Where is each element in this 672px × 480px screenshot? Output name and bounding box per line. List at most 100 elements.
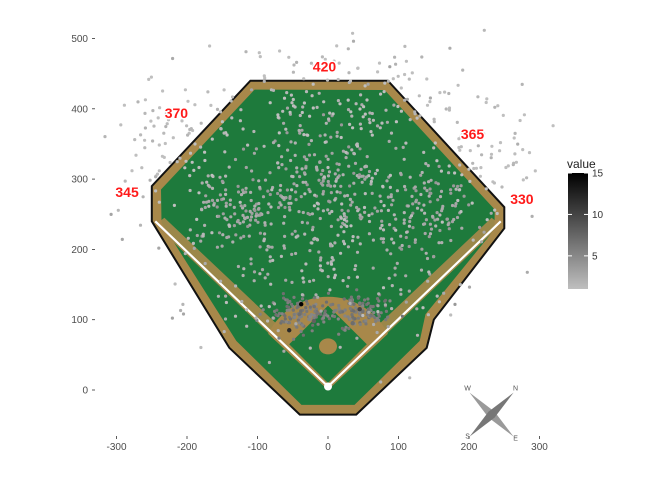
- hit-point: [415, 333, 420, 337]
- hit-point: [428, 222, 432, 226]
- hit-point: [231, 240, 235, 244]
- hit-point: [431, 214, 435, 218]
- hit-point: [326, 261, 330, 265]
- hit-point: [418, 114, 422, 118]
- hit-point: [408, 118, 412, 122]
- hit-point: [335, 130, 339, 134]
- hit-point: [456, 184, 460, 188]
- hit-point: [248, 218, 253, 222]
- hit-point: [281, 109, 285, 113]
- hit-point: [363, 112, 367, 116]
- hit-point: [449, 188, 453, 192]
- hit-point: [274, 313, 278, 317]
- hit-point: [323, 133, 327, 137]
- hit-point: [413, 185, 417, 189]
- hit-point: [266, 272, 270, 276]
- hit-point: [358, 301, 362, 305]
- hit-point: [344, 325, 348, 329]
- hit-point: [276, 161, 280, 165]
- hit-point: [449, 191, 453, 195]
- pitchers-mound: [319, 338, 337, 355]
- hit-point: [479, 166, 483, 170]
- hit-point: [280, 312, 284, 316]
- hit-point: [364, 319, 368, 323]
- hit-point: [191, 241, 195, 245]
- hit-point: [268, 192, 272, 197]
- hit-point: [242, 267, 246, 271]
- hit-point: [437, 241, 441, 245]
- hit-point: [428, 200, 432, 204]
- hit-point: [358, 242, 362, 246]
- hit-point: [348, 299, 353, 303]
- hit-point: [403, 184, 407, 189]
- hit-point: [490, 144, 494, 148]
- hit-point: [498, 141, 503, 145]
- hit-point: [309, 139, 313, 143]
- hit-point: [308, 190, 312, 194]
- hit-point: [380, 223, 384, 227]
- hit-point: [489, 152, 494, 156]
- hit-point: [299, 195, 303, 199]
- hit-point: [143, 98, 147, 102]
- hit-point: [252, 270, 257, 274]
- hit-point: [278, 188, 282, 192]
- hit-point: [385, 120, 389, 124]
- hit-point: [404, 188, 408, 192]
- fence-distance-label: 330: [510, 191, 534, 207]
- hit-point: [394, 120, 398, 124]
- hit-point: [370, 212, 374, 216]
- hit-point: [163, 141, 167, 146]
- hit-point: [423, 211, 427, 215]
- hit-point: [435, 294, 439, 298]
- hit-point: [279, 254, 283, 258]
- hit-point: [236, 184, 240, 188]
- hit-point: [224, 294, 228, 298]
- hit-point: [188, 174, 192, 178]
- hit-point: [203, 205, 207, 210]
- legend-tick-label: 10: [592, 210, 604, 221]
- hit-point: [192, 246, 196, 250]
- hit-point: [143, 146, 147, 150]
- hit-point: [206, 183, 210, 187]
- hit-point: [364, 322, 368, 326]
- hit-point: [367, 219, 372, 224]
- hit-point: [295, 170, 299, 174]
- hit-point: [530, 214, 534, 218]
- hit-point: [257, 51, 261, 55]
- hit-point: [308, 114, 312, 118]
- hit-point: [183, 166, 187, 170]
- hit-point: [335, 134, 339, 138]
- hit-point: [338, 191, 342, 195]
- hit-point: [403, 72, 407, 77]
- legend-title: value: [567, 157, 596, 171]
- hit-point: [293, 153, 297, 157]
- hit-point: [506, 164, 510, 168]
- hit-point: [369, 304, 373, 308]
- hit-point: [313, 193, 317, 197]
- hit-point: [357, 175, 361, 179]
- hit-point: [227, 235, 231, 239]
- hit-point: [304, 90, 309, 94]
- hit-point: [293, 141, 297, 145]
- hit-point: [410, 71, 414, 75]
- hit-point: [394, 62, 398, 66]
- hit-point: [217, 231, 222, 235]
- hit-point: [292, 312, 296, 317]
- hit-point: [157, 246, 161, 250]
- hit-point: [381, 228, 386, 232]
- hit-point: [222, 88, 226, 92]
- hit-point: [449, 313, 453, 317]
- hit-point: [341, 173, 345, 177]
- fence-distance-label: 345: [115, 184, 139, 200]
- hit-point: [368, 121, 372, 125]
- hit-point: [241, 127, 245, 131]
- hit-point: [290, 188, 294, 192]
- hit-point: [166, 118, 171, 122]
- hit-point: [420, 55, 424, 59]
- hit-point: [293, 105, 297, 109]
- hit-point: [266, 319, 270, 323]
- hit-point: [289, 158, 293, 163]
- hit-point: [312, 153, 317, 157]
- hit-point: [223, 317, 228, 321]
- hit-point: [308, 305, 312, 309]
